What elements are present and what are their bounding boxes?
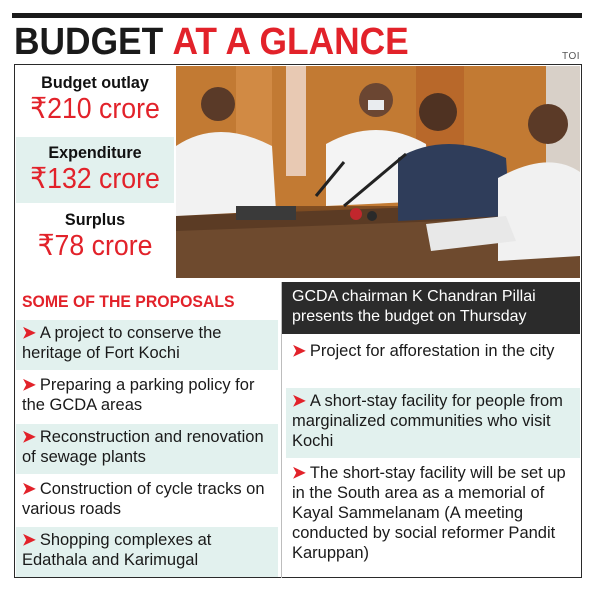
proposal-item: ➤ Project for afforestation in the city (286, 338, 580, 388)
proposal-text: The short-stay facility will be set up i… (292, 464, 566, 562)
press-photo (176, 66, 580, 278)
proposal-item: ➤ Preparing a parking policy for the GCDA… (16, 372, 278, 422)
stat-value: ₹210 crore (30, 93, 160, 125)
proposal-text: Shopping complexes at Edathala and Karim… (22, 531, 212, 569)
arrow-icon: ➤ (292, 342, 306, 360)
arrow-icon: ➤ (292, 392, 306, 410)
proposal-item: ➤ A short-stay facility for people from m… (286, 388, 580, 458)
press-photo-illustration (176, 66, 580, 278)
proposal-text: Construction of cycle tracks on various … (22, 480, 265, 518)
stat-label: Surplus (64, 210, 126, 229)
arrow-icon: ➤ (22, 531, 36, 549)
stat-surplus: Surplus ₹78 crore (16, 204, 174, 278)
proposal-text: Project for afforestation in the city (309, 342, 555, 360)
headline-part-2: AT A GLANCE (172, 21, 409, 63)
arrow-icon: ➤ (22, 428, 36, 446)
proposal-item: ➤ A project to conserve the heritage of F… (16, 320, 278, 370)
headline-part-1: BUDGET (14, 21, 164, 63)
top-rule (12, 13, 582, 18)
infographic-frame (14, 64, 582, 578)
stat-expenditure: Expenditure ₹132 crore (16, 137, 174, 203)
proposal-text: A short-stay facility for people from ma… (292, 392, 563, 450)
stat-label: Budget outlay (41, 73, 149, 92)
column-divider (281, 282, 282, 578)
proposal-text: Preparing a parking policy for the GCDA … (22, 376, 255, 414)
stat-value: ₹78 crore (37, 230, 153, 262)
proposal-text: A project to conserve the heritage of Fo… (22, 324, 222, 362)
arrow-icon: ➤ (22, 324, 36, 342)
photo-caption: GCDA chairman K Chandran Pillai presents… (282, 282, 580, 334)
headline: BUDGET AT A GLANCE (14, 20, 409, 64)
source-tag: TOI (562, 51, 580, 62)
proposal-item: ➤ The short-stay facility will be set up … (286, 460, 580, 576)
arrow-icon: ➤ (22, 480, 36, 498)
proposal-item: ➤ Shopping complexes at Edathala and Kari… (16, 527, 278, 577)
stat-label: Expenditure (48, 143, 142, 162)
stat-value: ₹132 crore (30, 163, 160, 195)
arrow-icon: ➤ (22, 376, 36, 394)
proposal-item: ➤ Construction of cycle tracks on various… (16, 476, 278, 526)
proposal-item: ➤ Reconstruction and renovation of sewage… (16, 424, 278, 474)
proposal-text: Reconstruction and renovation of sewage … (22, 428, 264, 466)
proposals-heading: SOME OF THE PROPOSALS (22, 292, 235, 311)
arrow-icon: ➤ (292, 464, 306, 482)
stat-budget-outlay: Budget outlay ₹210 crore (16, 66, 174, 136)
